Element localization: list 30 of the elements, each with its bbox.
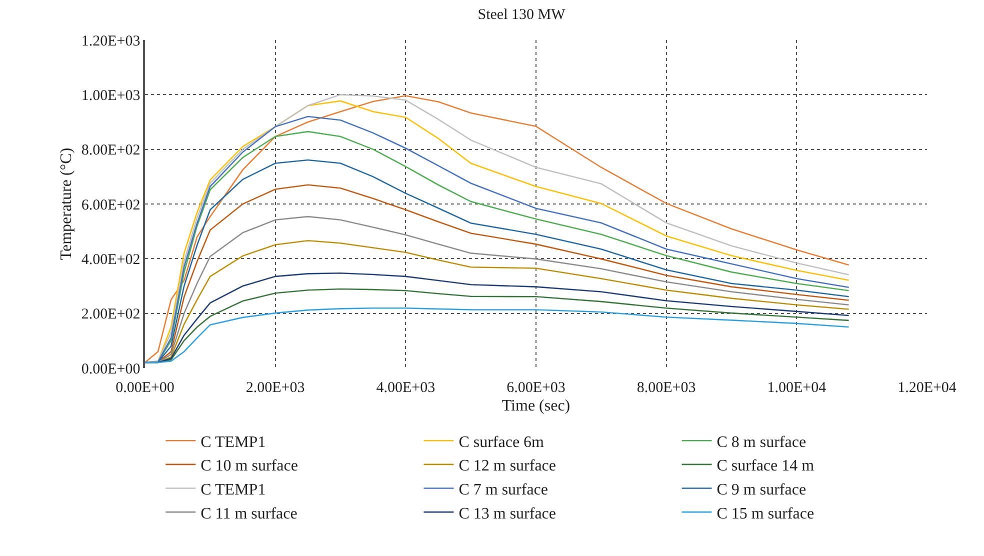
legend-label: C 11 m surface	[200, 505, 298, 522]
legend-label: C surface 6m	[458, 434, 545, 451]
x-tick-label: 1.20E+04	[898, 380, 957, 396]
x-tick-label: 4.00E+03	[376, 380, 436, 396]
x-tick-label: 6.00E+03	[506, 380, 566, 396]
y-tick-label: 2.00E+02	[81, 306, 140, 323]
x-tick-label: 0.00E+00	[116, 380, 174, 396]
legend-label: C 12 m surface	[458, 458, 556, 475]
legend-label: C TEMP1	[200, 434, 266, 451]
legend-label: C 13 m surface	[458, 505, 556, 522]
line-series	[145, 307, 850, 364]
legend-label: C TEMP1	[200, 482, 266, 498]
legend-label: C 8 m surface	[716, 434, 806, 451]
y-axis-title: Temperature (°C)	[58, 148, 75, 260]
x-tick-label: 8.00E+03	[636, 380, 696, 396]
x-tick-label: 2.00E+03	[246, 380, 305, 396]
y-tick-label: 1.00E+03	[81, 88, 140, 104]
legend-label: C 7 m surface	[458, 482, 548, 498]
y-tick-label: 6.00E+02	[81, 197, 140, 214]
legend-label: C 9 m surface	[716, 482, 806, 498]
y-tick-label: 8.00E+02	[81, 142, 140, 159]
y-tick-label: 0.00E+00	[81, 361, 140, 378]
y-tick-label: 1.20E+03	[81, 33, 140, 50]
chart-title: Steel 130 MW	[478, 6, 566, 23]
legend-label: C 10 m surface	[200, 458, 298, 475]
legend-label: C surface 14 m	[716, 458, 815, 475]
x-axis-title: Time (sec)	[502, 398, 570, 415]
legend-label: C 15 m surface	[716, 505, 814, 522]
y-tick-label: 4.00E+02	[81, 252, 140, 268]
x-tick-label: 1.00E+04	[767, 380, 827, 396]
